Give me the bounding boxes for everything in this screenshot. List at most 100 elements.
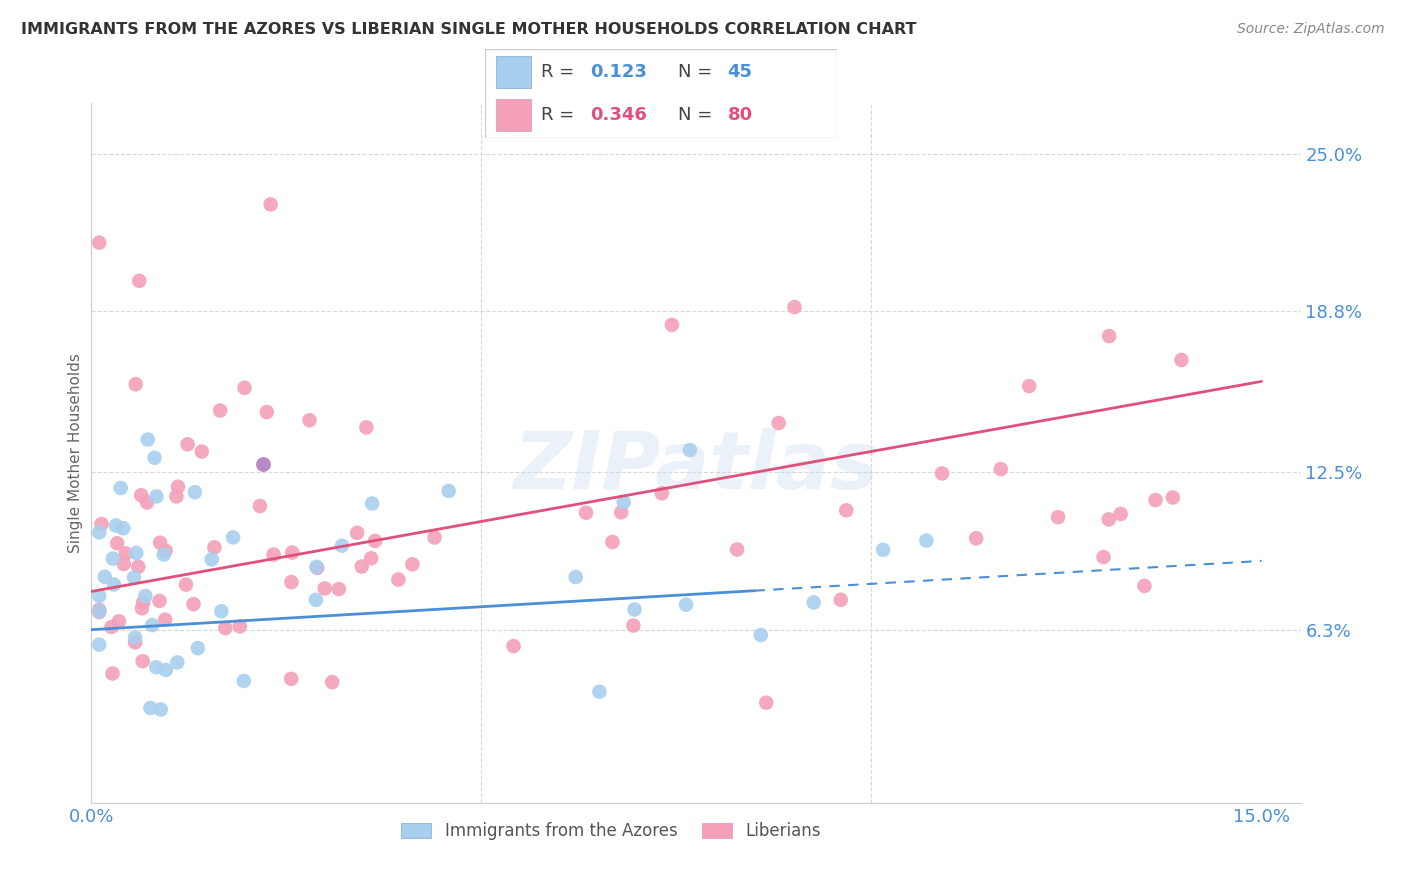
Point bbox=[305, 592, 328, 607]
Point bbox=[588, 684, 610, 698]
Point bbox=[965, 531, 987, 545]
Point bbox=[361, 496, 384, 510]
Point bbox=[89, 638, 111, 652]
Point bbox=[89, 603, 111, 617]
Point bbox=[108, 615, 131, 629]
Point bbox=[112, 521, 135, 535]
Point bbox=[280, 575, 302, 590]
Point bbox=[783, 300, 806, 314]
Point bbox=[110, 481, 132, 495]
Point bbox=[364, 533, 387, 548]
Point bbox=[346, 525, 368, 540]
Point bbox=[1047, 510, 1070, 524]
Point bbox=[990, 462, 1012, 476]
Point bbox=[183, 597, 205, 611]
Point bbox=[803, 595, 825, 609]
Point bbox=[602, 535, 624, 549]
Point bbox=[575, 506, 598, 520]
Point bbox=[749, 628, 772, 642]
Text: N =: N = bbox=[678, 63, 718, 81]
Point bbox=[129, 488, 152, 502]
Point bbox=[249, 499, 271, 513]
Text: 0.123: 0.123 bbox=[591, 63, 647, 81]
Point bbox=[155, 543, 177, 558]
Text: N =: N = bbox=[678, 106, 718, 124]
Point bbox=[502, 639, 524, 653]
Point bbox=[90, 517, 112, 532]
Point bbox=[401, 558, 423, 572]
Point bbox=[128, 274, 150, 288]
Point bbox=[149, 535, 172, 549]
Point bbox=[104, 518, 127, 533]
Text: 80: 80 bbox=[728, 106, 752, 124]
Point bbox=[1098, 329, 1121, 343]
Point bbox=[141, 618, 163, 632]
Text: IMMIGRANTS FROM THE AZORES VS LIBERIAN SINGLE MOTHER HOUSEHOLDS CORRELATION CHAR: IMMIGRANTS FROM THE AZORES VS LIBERIAN S… bbox=[21, 22, 917, 37]
Point bbox=[209, 403, 232, 417]
Point bbox=[166, 656, 188, 670]
Point bbox=[872, 542, 894, 557]
Point bbox=[256, 405, 278, 419]
Point bbox=[350, 559, 373, 574]
Point bbox=[89, 605, 111, 619]
Point bbox=[830, 592, 852, 607]
Point bbox=[214, 621, 236, 635]
Point bbox=[174, 577, 197, 591]
Point bbox=[184, 485, 207, 500]
Text: Source: ZipAtlas.com: Source: ZipAtlas.com bbox=[1237, 22, 1385, 37]
Point bbox=[222, 530, 245, 544]
Point bbox=[124, 635, 146, 649]
Point bbox=[679, 443, 702, 458]
Point bbox=[298, 413, 321, 427]
Point bbox=[149, 702, 172, 716]
Point bbox=[89, 604, 111, 618]
Point bbox=[201, 552, 224, 566]
Text: R =: R = bbox=[541, 106, 581, 124]
Point bbox=[835, 503, 858, 517]
Point bbox=[259, 197, 281, 211]
Point bbox=[1161, 491, 1184, 505]
Point bbox=[931, 467, 953, 481]
Point bbox=[105, 536, 128, 550]
Point bbox=[330, 539, 353, 553]
Point bbox=[305, 559, 328, 574]
Point bbox=[252, 457, 274, 471]
Bar bbox=[495, 99, 531, 131]
Point bbox=[187, 641, 209, 656]
Point bbox=[915, 533, 938, 548]
Point bbox=[321, 675, 343, 690]
Point bbox=[437, 483, 460, 498]
Point bbox=[167, 480, 190, 494]
Point bbox=[145, 660, 167, 674]
Point bbox=[139, 701, 162, 715]
Y-axis label: Single Mother Households: Single Mother Households bbox=[67, 352, 83, 553]
Point bbox=[280, 672, 302, 686]
Point bbox=[127, 559, 149, 574]
Point bbox=[132, 595, 155, 609]
Point bbox=[307, 561, 329, 575]
Point bbox=[89, 235, 111, 250]
Point bbox=[564, 570, 586, 584]
Point bbox=[651, 486, 673, 500]
Point bbox=[122, 571, 145, 585]
Text: R =: R = bbox=[541, 63, 581, 81]
Point bbox=[725, 542, 748, 557]
Bar bbox=[495, 56, 531, 88]
Point bbox=[233, 381, 256, 395]
Point bbox=[202, 541, 225, 555]
Point bbox=[176, 437, 198, 451]
Point bbox=[1098, 512, 1121, 526]
Point bbox=[1133, 579, 1156, 593]
Point bbox=[768, 416, 790, 430]
Point bbox=[112, 557, 135, 571]
Text: ZIPatlas: ZIPatlas bbox=[513, 427, 879, 506]
Point bbox=[755, 696, 778, 710]
Point bbox=[136, 433, 159, 447]
Point bbox=[232, 673, 254, 688]
Point bbox=[423, 531, 446, 545]
Point bbox=[101, 666, 124, 681]
Point bbox=[360, 551, 382, 566]
Point bbox=[387, 573, 409, 587]
Point bbox=[152, 548, 174, 562]
Point bbox=[281, 545, 304, 559]
